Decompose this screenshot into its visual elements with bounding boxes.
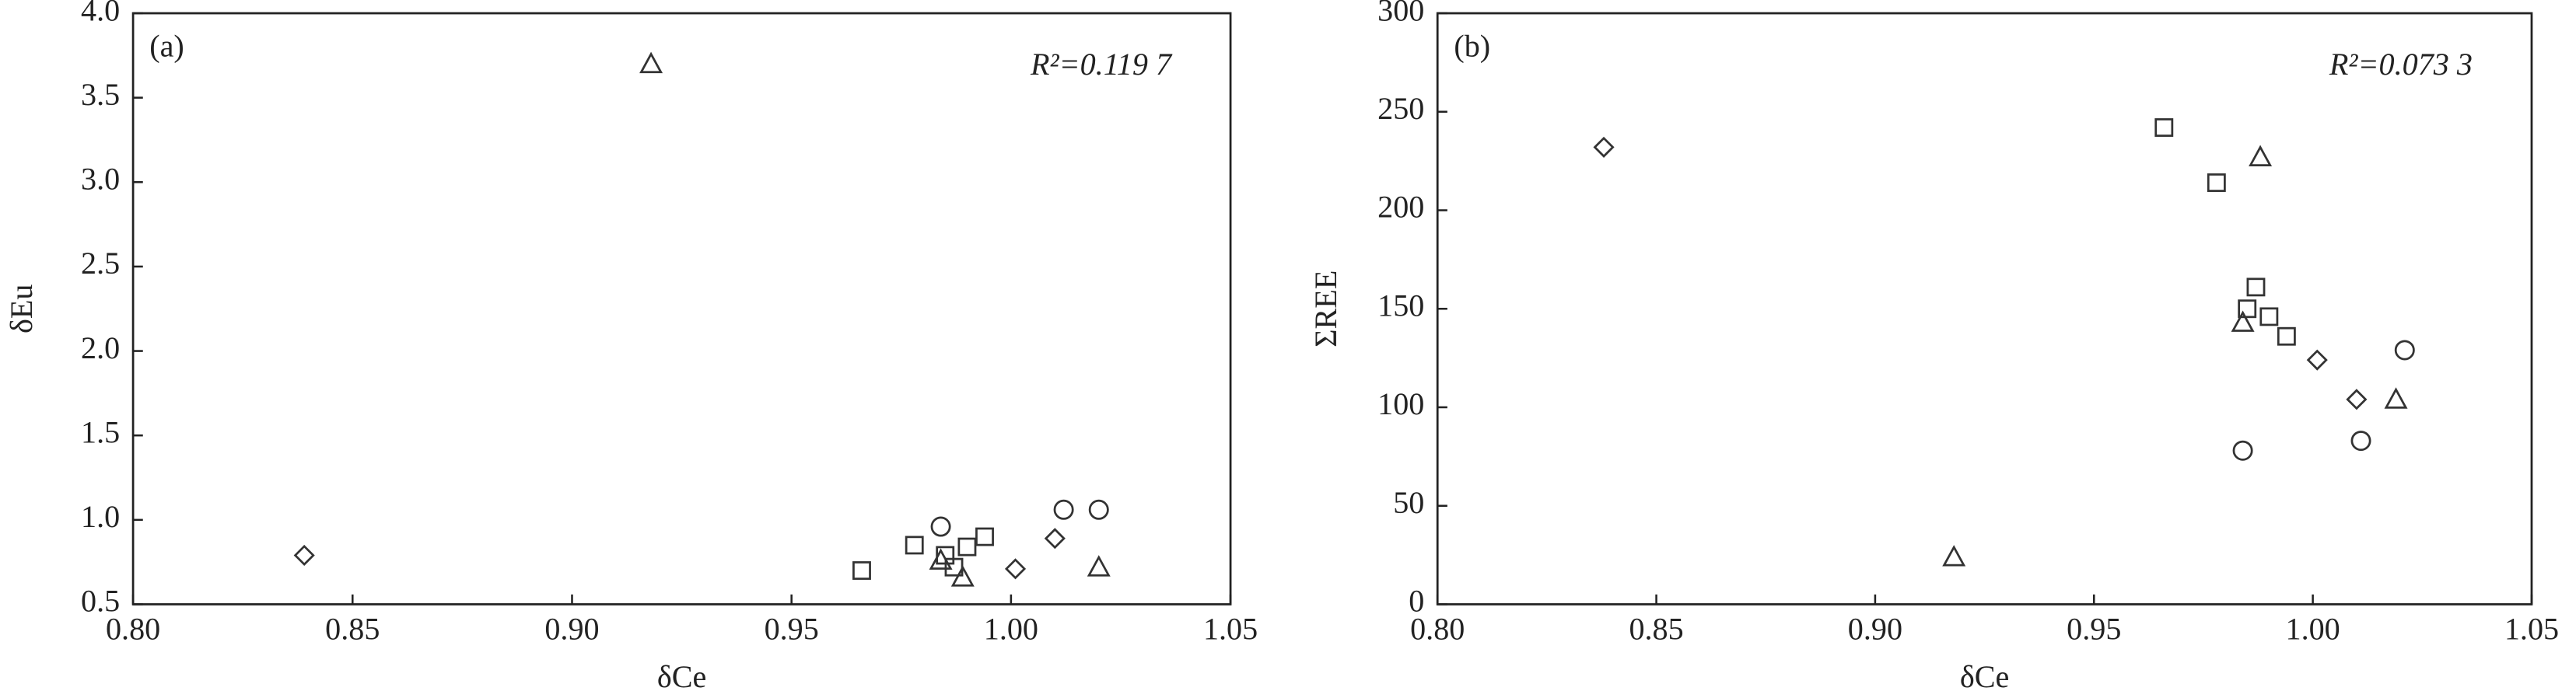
r-squared: R²=0.119 7 <box>1030 47 1173 82</box>
point <box>2277 326 2296 346</box>
point <box>957 537 977 557</box>
y-tick-label: 1.5 <box>81 414 120 449</box>
point <box>1044 528 1066 550</box>
point <box>905 536 924 555</box>
x-tick-label: 1.05 <box>1203 612 1258 647</box>
point <box>2384 387 2408 409</box>
point <box>930 516 951 537</box>
x-tick-label: 0.80 <box>106 612 160 647</box>
x-tick-label: 0.90 <box>544 612 599 647</box>
x-tick-label: 1.00 <box>984 612 1038 647</box>
x-tick-label: 0.85 <box>1629 612 1683 647</box>
y-tick-label: 300 <box>1377 0 1424 27</box>
point <box>293 544 315 567</box>
x-tick-label: 0.95 <box>765 612 819 647</box>
point <box>1942 545 1966 567</box>
point <box>1004 558 1027 580</box>
point <box>852 561 871 580</box>
plot-frame <box>131 12 1232 606</box>
point <box>2238 299 2257 319</box>
point <box>944 557 964 577</box>
point <box>2246 277 2266 297</box>
y-tick-label: 0 <box>1409 584 1424 619</box>
point <box>2346 389 2368 410</box>
point <box>2350 431 2371 452</box>
x-tick-label: 0.90 <box>1848 612 1902 647</box>
y-tick-label: 250 <box>1377 91 1424 126</box>
point <box>2249 145 2273 167</box>
y-tick-label: 1.0 <box>81 499 120 534</box>
panel-label: (b) <box>1454 29 1490 64</box>
y-tick-label: 200 <box>1377 190 1424 225</box>
y-tick-label: 3.5 <box>81 77 120 112</box>
x-tick-label: 0.80 <box>1410 612 1465 647</box>
r-squared: R²=0.073 3 <box>2329 47 2473 82</box>
y-tick-label: 150 <box>1377 288 1424 323</box>
y-axis-label: δEu <box>4 284 39 333</box>
point <box>2207 173 2226 192</box>
point <box>2232 440 2253 461</box>
point <box>2154 118 2174 137</box>
y-axis-label: ΣREE <box>1308 270 1343 347</box>
point <box>950 565 975 587</box>
y-tick-label: 2.5 <box>81 246 120 281</box>
y-tick-label: 50 <box>1393 485 1424 520</box>
point <box>1053 499 1074 520</box>
point <box>2394 340 2415 361</box>
panel-label: (a) <box>149 29 184 64</box>
x-tick-label: 0.85 <box>325 612 380 647</box>
y-tick-label: 0.5 <box>81 584 120 619</box>
y-tick-label: 4.0 <box>81 0 120 27</box>
y-tick-label: 2.0 <box>81 330 120 365</box>
x-tick-label: 1.00 <box>2286 612 2340 647</box>
x-axis-label: δCe <box>657 659 706 694</box>
x-tick-label: 1.05 <box>2504 612 2559 647</box>
point <box>1593 136 1615 158</box>
point <box>1087 555 1111 577</box>
y-tick-label: 100 <box>1377 386 1424 421</box>
point <box>639 51 663 74</box>
plot-frame <box>1436 12 2533 606</box>
x-axis-label: δCe <box>1960 659 2009 694</box>
point <box>2231 310 2255 332</box>
point <box>2259 307 2279 326</box>
y-tick-label: 3.0 <box>81 162 120 197</box>
point <box>1088 499 1109 520</box>
x-tick-label: 0.95 <box>2067 612 2121 647</box>
point <box>2306 349 2328 371</box>
point <box>975 527 994 546</box>
